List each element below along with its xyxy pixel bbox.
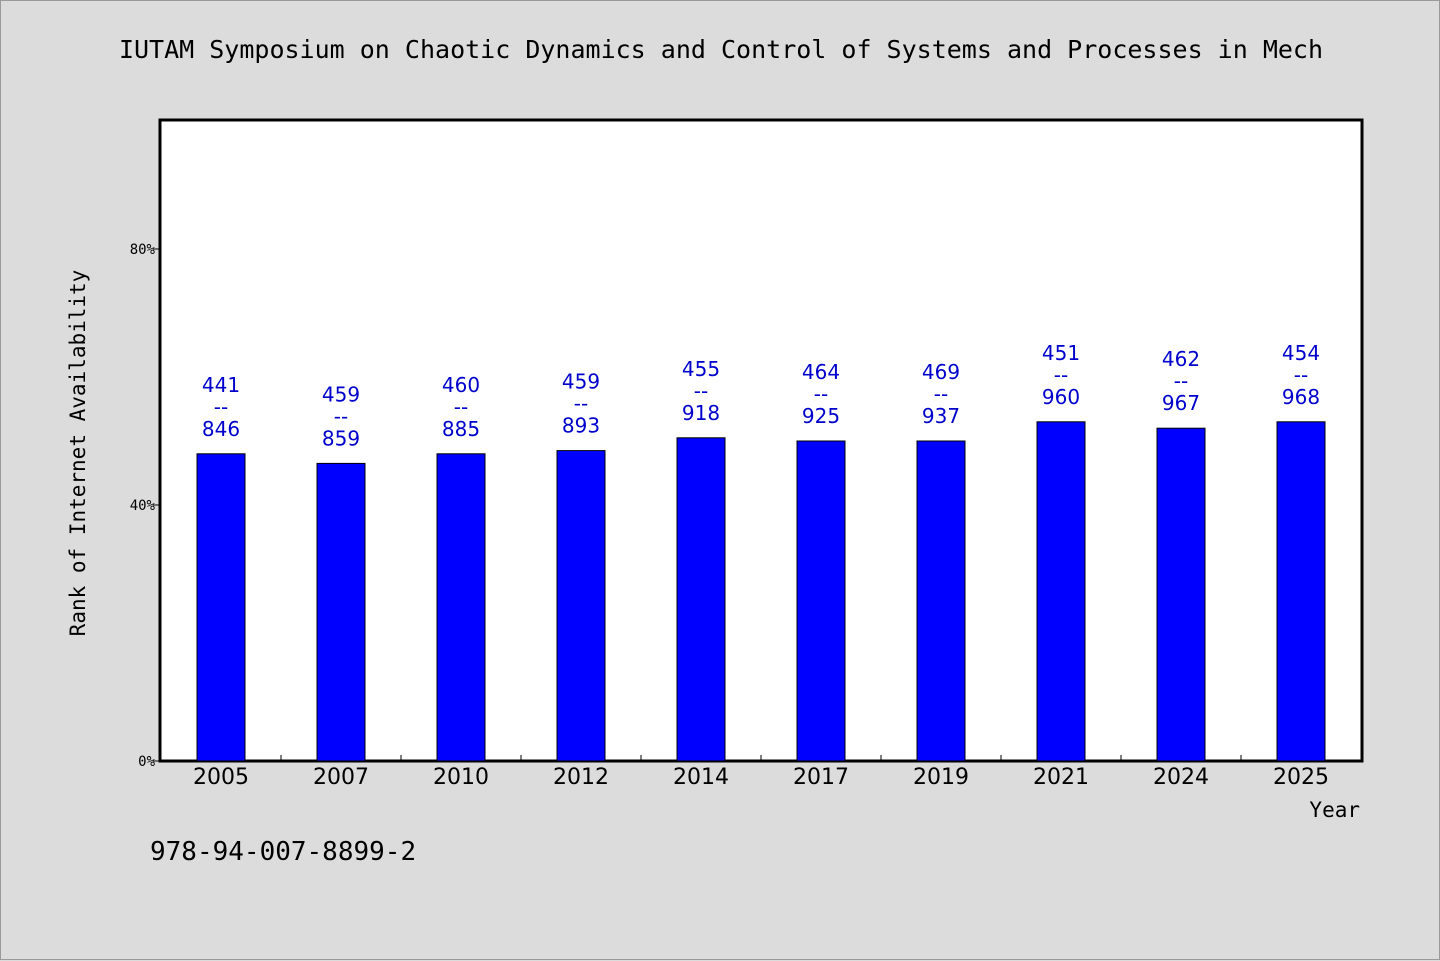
bar — [796, 440, 846, 762]
x-tick-label: 2007 — [313, 765, 369, 790]
data-label-top: 462 — [1162, 347, 1200, 371]
data-label-top: 459 — [562, 370, 600, 394]
x-tick-label: 2025 — [1273, 765, 1329, 790]
data-label-bottom: 918 — [682, 401, 720, 425]
x-tick-label: 2021 — [1033, 765, 1089, 790]
data-label-separator: -- — [814, 382, 828, 406]
data-label-bottom: 967 — [1162, 391, 1200, 415]
data-label-bottom: 925 — [802, 404, 840, 428]
y-tick-label: 40% — [130, 498, 156, 514]
y-tick-label: 0% — [138, 754, 155, 770]
data-label-separator: -- — [334, 404, 348, 428]
data-label-top: 454 — [1282, 341, 1320, 365]
data-label-top: 441 — [202, 373, 240, 397]
data-label-bottom: 846 — [202, 417, 240, 441]
bar — [676, 437, 726, 762]
data-label-top: 460 — [442, 373, 480, 397]
x-tick-label: 2014 — [673, 765, 729, 790]
data-label-bottom: 968 — [1282, 385, 1320, 409]
isbn-number: 978-94-007-8899-2 — [150, 837, 417, 867]
x-tick-label: 2024 — [1153, 765, 1209, 790]
x-tick-label: 2017 — [793, 765, 849, 790]
data-label-top: 459 — [322, 382, 360, 406]
data-label-top: 464 — [802, 360, 840, 384]
bar — [556, 450, 606, 762]
x-tick-label: 2010 — [433, 765, 489, 790]
data-label-separator: -- — [454, 395, 468, 419]
bar — [196, 453, 246, 762]
x-tick-label: 2019 — [913, 765, 969, 790]
bar — [436, 453, 486, 762]
data-label-bottom: 893 — [562, 414, 600, 438]
x-tick-label: 2012 — [553, 765, 609, 790]
data-label-top: 451 — [1042, 341, 1080, 365]
bar — [1036, 421, 1086, 762]
data-label-bottom: 859 — [322, 426, 360, 450]
bar — [916, 440, 966, 762]
chart-title: IUTAM Symposium on Chaotic Dynamics and … — [118, 35, 1324, 64]
data-label-top: 455 — [682, 357, 720, 381]
data-label-separator: -- — [1054, 363, 1068, 387]
x-tick-label: 2005 — [193, 765, 249, 790]
data-label-bottom: 885 — [442, 417, 480, 441]
y-axis-title: Rank of Internet Availability — [66, 270, 90, 637]
data-label-bottom: 937 — [922, 404, 960, 428]
data-label-top: 469 — [922, 360, 960, 384]
data-label-separator: -- — [214, 395, 228, 419]
data-label-separator: -- — [694, 379, 708, 403]
bar — [1156, 427, 1206, 762]
data-label-separator: -- — [574, 392, 588, 416]
data-label-bottom: 960 — [1042, 385, 1080, 409]
data-label-separator: -- — [934, 382, 948, 406]
data-label-separator: -- — [1174, 369, 1188, 393]
bar — [316, 462, 366, 762]
y-tick-label: 80% — [130, 242, 156, 258]
bar — [1276, 421, 1326, 762]
data-label-separator: -- — [1294, 363, 1308, 387]
x-axis-title: Year — [1309, 798, 1360, 822]
